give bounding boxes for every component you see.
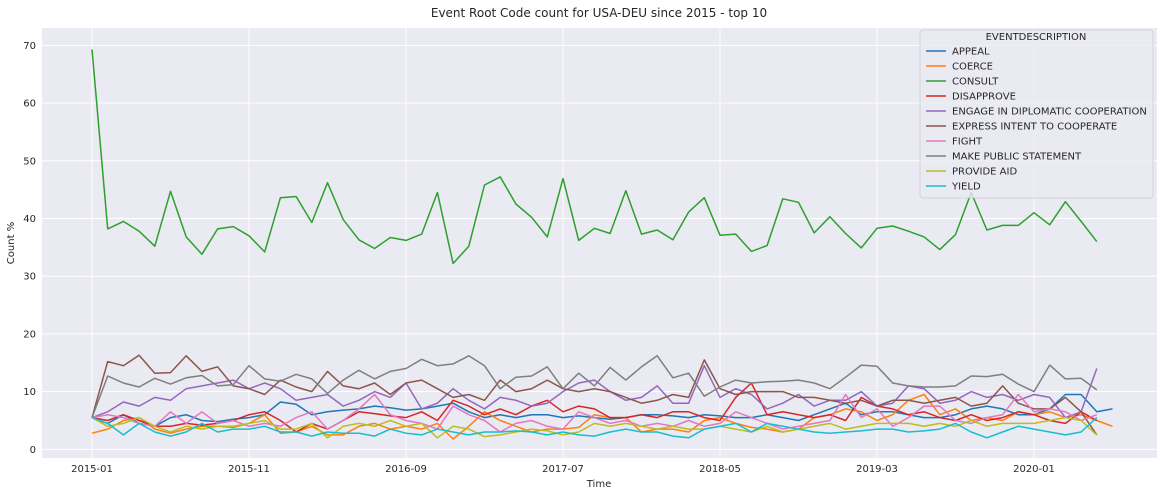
tick-labels: 0 10 20 30 40 50 60 70 2015-01 2015-11 2016-09 2017…	[23, 41, 1055, 475]
legend-label: YIELD	[951, 182, 981, 193]
series-line-engage-in-diplomatic-cooperation	[91, 364, 1098, 419]
y-tick-label: 70	[23, 41, 36, 52]
series-line-provide-aid	[91, 416, 1098, 439]
legend-item: DISAPPROVE	[926, 92, 1016, 103]
legend-label: EXPRESS INTENT TO COOPERATE	[952, 122, 1117, 133]
x-tick-label: 2015-11	[228, 464, 270, 475]
legend-item: EXPRESS INTENT TO COOPERATE	[926, 122, 1117, 133]
legend-label: PROVIDE AID	[952, 167, 1017, 178]
series-line-consult	[91, 49, 1098, 265]
legend-item: MAKE PUBLIC STATEMENT	[926, 152, 1082, 163]
legend-label: COERCE	[952, 62, 993, 73]
legend-item: FIGHT	[926, 137, 983, 148]
legend-item: PROVIDE AID	[926, 167, 1017, 178]
series-line-yield	[91, 416, 1098, 439]
chart-title: Event Root Code count for USA-DEU since …	[431, 6, 767, 20]
series-lines	[91, 49, 1113, 440]
legend-item: COERCE	[926, 62, 993, 73]
x-axis-title: Time	[586, 479, 611, 490]
legend-item: APPEAL	[926, 47, 990, 58]
legend-label: APPEAL	[952, 47, 990, 58]
x-tick-label: 2015-01	[71, 464, 113, 475]
legend: EVENTDESCRIPTION APPEAL COERCE CONSULT DISA…	[919, 29, 1154, 199]
x-tick-label: 2020-01	[1013, 464, 1055, 475]
series-line-express-intent-to-cooperate	[91, 354, 1098, 436]
x-tick-label: 2019-03	[856, 464, 898, 475]
legend-label: DISAPPROVE	[952, 92, 1016, 103]
y-tick-label: 0	[30, 445, 36, 456]
y-tick-label: 40	[23, 214, 36, 225]
legend-box	[919, 29, 1154, 199]
legend-title: EVENTDESCRIPTION	[986, 32, 1087, 43]
series-line-fight	[91, 393, 1098, 433]
x-tick-label: 2018-05	[699, 464, 741, 475]
y-tick-label: 10	[23, 387, 36, 398]
y-tick-label: 50	[23, 156, 36, 167]
legend-item: ENGAGE IN DIPLOMATIC COOPERATION	[926, 107, 1147, 118]
series-line-disapprove	[91, 382, 1098, 433]
legend-label: MAKE PUBLIC STATEMENT	[952, 152, 1082, 163]
series-line-appeal	[91, 393, 1113, 428]
grid	[42, 28, 1157, 458]
y-tick-label: 20	[23, 329, 36, 340]
y-axis-title: Count %	[6, 222, 17, 264]
legend-item: CONSULT	[926, 77, 999, 88]
x-tick-label: 2016-09	[385, 464, 427, 475]
legend-label: ENGAGE IN DIPLOMATIC COOPERATION	[952, 107, 1147, 118]
legend-label: FIGHT	[952, 137, 983, 148]
series-line-coerce	[91, 393, 1113, 440]
x-tick-label: 2017-07	[542, 464, 584, 475]
legend-items: APPEAL COERCE CONSULT DISAPPROVE ENGAGE IN D…	[926, 47, 1147, 193]
series-line-make-public-statement	[91, 355, 1098, 418]
legend-item: YIELD	[926, 182, 981, 193]
legend-label: CONSULT	[952, 77, 999, 88]
y-tick-label: 60	[23, 99, 36, 110]
y-tick-label: 30	[23, 272, 36, 283]
